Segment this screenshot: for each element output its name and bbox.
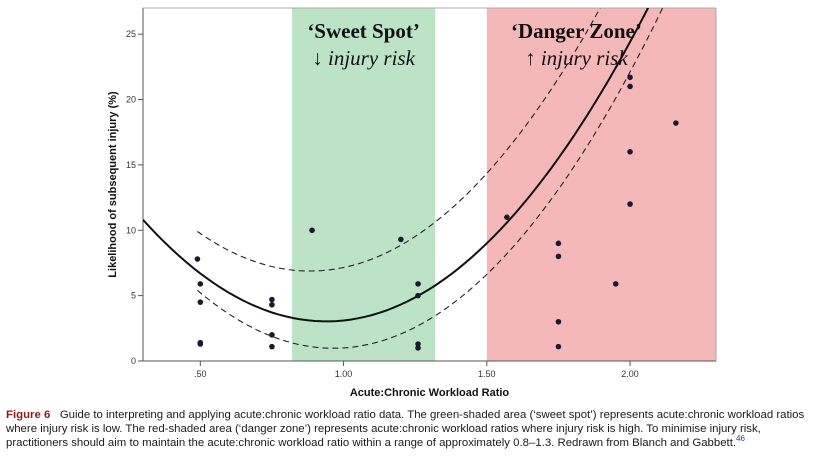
axes-layer: 0 5 10 15 20 25 .50 1.00 1.50 2.00 <box>126 7 717 379</box>
data-point-17 <box>555 253 562 260</box>
sweet-spot-title: ‘Sweet Spot’ <box>307 19 420 43</box>
x-tick-label-0.5: .50 <box>194 369 207 379</box>
points-layer <box>194 74 679 351</box>
sweet-spot-band <box>291 8 436 361</box>
data-point-16 <box>555 240 562 247</box>
danger-zone-title: ‘Danger Zone’ <box>511 19 642 43</box>
caption-reference: 46 <box>736 434 745 444</box>
data-point-22 <box>627 83 633 90</box>
zone-labels-layer: ‘Sweet Spot’ ↓ injury risk ‘Danger Zone’ ↑ … <box>307 19 642 70</box>
danger-zone-band <box>486 8 716 361</box>
danger-zone-subtitle: ↑ injury risk <box>525 46 628 70</box>
y-tick-label-10: 10 <box>126 225 136 235</box>
data-point-12 <box>415 292 421 299</box>
ci-lower-curve <box>197 8 664 349</box>
data-point-8 <box>269 343 275 350</box>
x-axis-title: Acute:Chronic Workload Ratio <box>350 387 510 399</box>
data-point-13 <box>415 341 421 347</box>
data-point-11 <box>415 281 421 287</box>
caption-text: Guide to interpreting and applying acute… <box>6 409 805 450</box>
curves-layer <box>143 8 664 349</box>
data-point-24 <box>627 201 633 207</box>
data-point-7 <box>269 332 275 338</box>
x-tick-label-1.5: 1.50 <box>478 369 496 379</box>
data-point-21 <box>627 74 633 81</box>
data-point-2 <box>197 299 204 305</box>
data-point-10 <box>398 236 404 243</box>
data-point-18 <box>555 318 562 325</box>
data-point-25 <box>673 120 679 126</box>
data-point-6 <box>269 301 275 308</box>
x-tick-label-1: 1.00 <box>335 369 353 379</box>
data-point-0 <box>194 256 201 262</box>
data-point-23 <box>627 149 633 155</box>
data-point-19 <box>555 343 562 350</box>
y-tick-label-5: 5 <box>131 291 136 301</box>
data-point-1 <box>197 281 204 287</box>
sweet-spot-subtitle: ↓ injury risk <box>312 46 415 70</box>
data-point-15 <box>504 214 510 220</box>
data-point-14 <box>415 345 421 351</box>
y-axis-title: Likelihood of subsequent injury (%) <box>107 91 119 278</box>
zones-layer <box>291 8 716 361</box>
figure-label: Figure 6 <box>6 409 51 421</box>
workload-ratio-chart: ‘Sweet Spot’ ↓ injury risk ‘Danger Zone’ ↑ … <box>107 7 717 399</box>
ci-upper-curve <box>197 8 601 272</box>
data-point-20 <box>612 281 619 287</box>
x-tick-label-2: 2.00 <box>621 369 639 379</box>
figure-caption: Figure 6 Guide to interpreting and apply… <box>6 408 812 451</box>
y-tick-label-15: 15 <box>126 160 136 170</box>
fit-curve <box>143 8 650 323</box>
y-tick-label-0: 0 <box>131 356 136 366</box>
data-point-9 <box>309 227 315 234</box>
data-point-5 <box>269 296 275 303</box>
y-tick-label-20: 20 <box>126 95 136 105</box>
y-tick-label-25: 25 <box>126 29 136 39</box>
data-point-4 <box>197 341 204 347</box>
